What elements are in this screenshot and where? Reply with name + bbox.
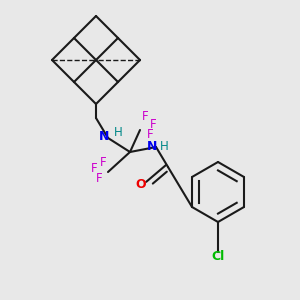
Text: N: N [147,140,157,152]
Text: N: N [99,130,109,143]
Text: Cl: Cl [212,250,225,263]
Text: H: H [114,127,122,140]
Text: F: F [96,172,102,185]
Text: F: F [147,128,153,142]
Text: F: F [142,110,148,122]
Text: F: F [100,155,106,169]
Text: F: F [91,163,97,176]
Text: F: F [150,118,156,130]
Text: O: O [136,178,146,191]
Text: H: H [160,140,168,152]
